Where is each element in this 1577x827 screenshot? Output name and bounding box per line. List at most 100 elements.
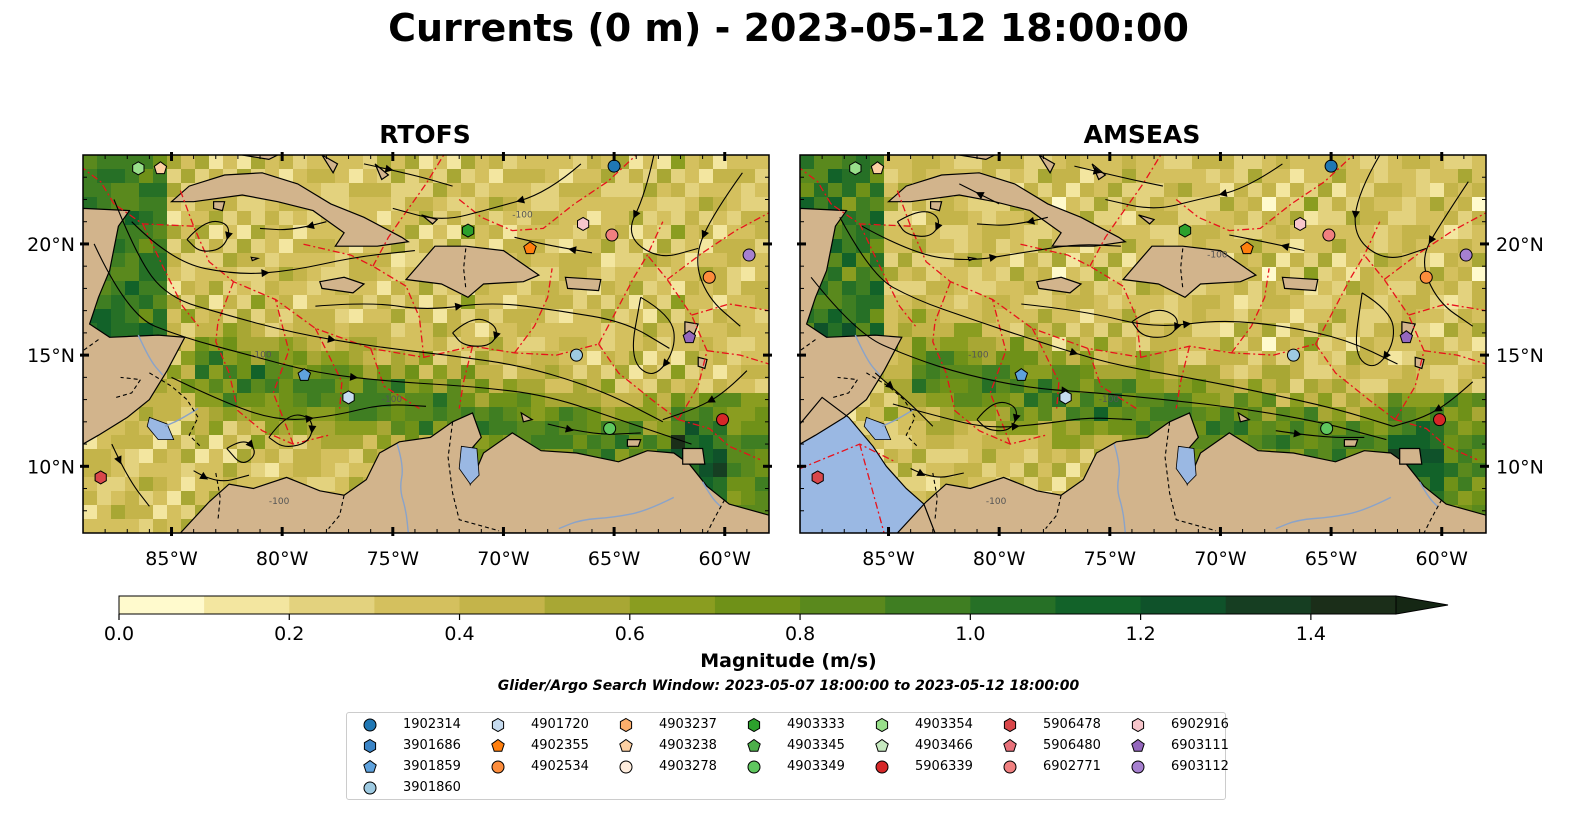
pentagon-marker-icon (1003, 738, 1017, 752)
eez-boundary-18 (859, 223, 918, 329)
colorbar-tick-label: 0.4 (444, 623, 474, 645)
float-marker-4903333 (461, 223, 475, 238)
eez-boundary-12 (678, 418, 761, 461)
streamline-14 (363, 163, 453, 187)
colorbar-label: Magnitude (m/s) (700, 650, 877, 672)
eez-boundary-11 (1363, 254, 1425, 420)
hexagon-marker-icon (875, 717, 889, 733)
eez-boundary-19 (83, 167, 115, 205)
ytick-label: 15°N (27, 345, 75, 367)
legend-marker (363, 781, 377, 795)
eez-boundary-9 (1315, 221, 1381, 345)
streamline-arrow-3 (305, 414, 314, 423)
hexagon-marker-icon (619, 717, 633, 733)
legend-marker (491, 738, 505, 752)
country-border-6 (83, 339, 99, 352)
pentagon-marker-icon (363, 759, 377, 773)
streamline-arrow-15 (916, 468, 926, 476)
land-puerto-rico (1281, 276, 1319, 292)
panel-title-rtofs: RTOFS (379, 120, 471, 149)
eez-boundary-10 (598, 343, 679, 421)
streamline-5 (226, 441, 255, 463)
legend-marker (1003, 717, 1017, 733)
float-marker-4903354 (132, 161, 145, 176)
land-central-america (83, 207, 186, 533)
land-hispaniola (1121, 245, 1258, 299)
country-border-4 (706, 499, 726, 533)
legend-marker (491, 717, 505, 733)
eez-boundary-14 (1408, 303, 1486, 316)
river-2 (1418, 481, 1438, 507)
land-hispaniola (404, 245, 541, 299)
land-cuba (169, 172, 410, 247)
xtick-label: 65°W (588, 548, 641, 570)
streamline-arrow-9 (1351, 210, 1360, 220)
float-marker-5906478 (811, 470, 824, 485)
streamline-arrow-13 (1092, 166, 1102, 175)
figure-title: Currents (0 m) - 2023-05-12 18:00:00 (388, 6, 1189, 50)
streamline-10 (630, 155, 699, 257)
hexagon-marker-icon (491, 717, 505, 733)
circle-marker-icon (875, 760, 889, 774)
eez-boundary-10 (1315, 343, 1396, 421)
colorbar-bin (1055, 596, 1142, 614)
colorbar-extend-arrow (1395, 595, 1449, 615)
xtick-label: 70°W (1194, 548, 1247, 570)
streamline-15 (547, 423, 641, 435)
country-border-4 (1423, 499, 1443, 533)
streamline-18 (259, 221, 327, 231)
float-marker-4903238 (153, 161, 168, 175)
land-martinique (697, 356, 708, 370)
circle-marker-icon (363, 781, 377, 795)
colorbar-bin (970, 596, 1056, 614)
float-marker-4902534 (702, 270, 716, 284)
streamline-19 (514, 236, 593, 254)
river-3 (137, 334, 164, 376)
hexagon-marker-icon (1003, 717, 1017, 733)
eez-boundary-5 (405, 285, 425, 358)
contour-label: -100 (968, 350, 989, 360)
streamline-arrow-4 (1012, 413, 1021, 423)
legend-marker (1003, 738, 1017, 752)
float-marker-4902355 (523, 241, 537, 255)
float-marker-4902355 (1240, 241, 1254, 255)
float-marker-4903349 (1320, 421, 1334, 435)
legend-marker (1003, 760, 1017, 774)
streamline-arrow-13 (706, 395, 716, 403)
xtick-label: 60°W (1416, 548, 1469, 570)
float-marker-3901860 (569, 348, 583, 362)
streamline-arrow-10 (633, 209, 641, 219)
legend-marker (363, 759, 377, 773)
eez-boundary-17 (1175, 346, 1191, 409)
ytick-label: 20°N (27, 234, 75, 256)
ytick-label: 15°N (1496, 345, 1544, 367)
legend-label: 6902771 (1043, 759, 1101, 774)
legend-label: 4903238 (659, 738, 717, 753)
float-marker-6902916 (577, 216, 590, 231)
pentagon-marker-icon (747, 738, 761, 752)
legend-marker (1131, 760, 1145, 774)
colorbar-tick-label: 1.0 (955, 623, 985, 645)
streamline-13 (1074, 165, 1164, 187)
ytick-label: 10°N (1496, 456, 1544, 478)
float-marker-3901859 (1014, 367, 1029, 381)
eez-boundary-2 (215, 281, 329, 445)
streamline-8 (315, 303, 670, 349)
contour-label: -100 (1207, 250, 1228, 260)
map-panel-amseas: -100 -100 -100 -100 (800, 155, 1486, 533)
streamline-17 (193, 470, 250, 482)
land-trinidad (682, 447, 706, 465)
eez-boundary-7 (458, 155, 637, 232)
circle-marker-icon (491, 760, 505, 774)
legend-marker (747, 760, 761, 774)
circle-marker-icon (747, 760, 761, 774)
streamline-arrow-2 (349, 372, 359, 381)
eez-boundary-4 (370, 348, 420, 410)
circle-marker-icon (1131, 760, 1145, 774)
river-3 (854, 334, 881, 376)
river-1 (1275, 496, 1392, 530)
eez-boundary-3 (272, 299, 294, 445)
eez-boundary-6 (301, 243, 407, 287)
streamline-arrow-14 (384, 164, 394, 173)
land-curacao (520, 411, 534, 423)
